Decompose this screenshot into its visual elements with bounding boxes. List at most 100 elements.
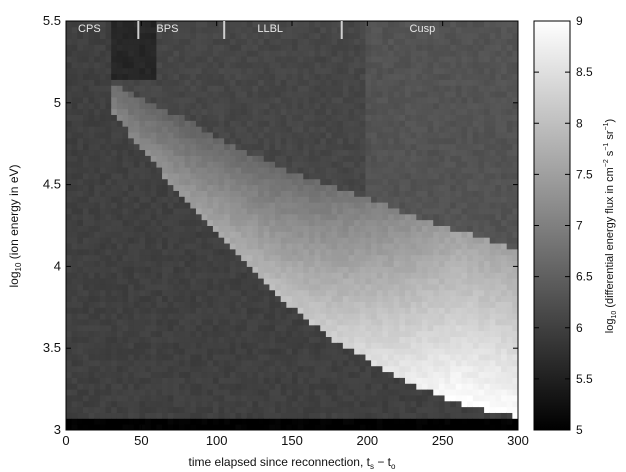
heatmap-cell (280, 336, 287, 343)
heatmap-cell (365, 418, 372, 425)
heatmap-cell (167, 400, 174, 408)
heatmap-cell (156, 219, 163, 226)
heatmap-cell (325, 137, 333, 145)
heatmap-cell (179, 190, 186, 197)
heatmap-cell (66, 289, 73, 297)
heatmap-cell (325, 114, 333, 121)
heatmap-cell (371, 354, 378, 361)
heatmap-cell (410, 318, 417, 326)
heatmap-cell (388, 278, 395, 285)
heatmap-cell (246, 412, 253, 419)
heatmap-cell (207, 412, 214, 419)
heatmap-cell (359, 102, 366, 110)
heatmap-cell (438, 266, 446, 273)
heatmap-cell (365, 336, 372, 343)
heatmap-cell (195, 32, 203, 40)
heatmap-cell (303, 190, 310, 197)
heatmap-cell (461, 196, 468, 203)
heatmap-cell (438, 178, 446, 186)
heatmap-cell (438, 44, 446, 51)
heatmap-cell (139, 96, 146, 104)
heatmap-cell (331, 167, 338, 174)
heatmap-cell (229, 114, 236, 121)
heatmap-cell (190, 424, 197, 430)
heatmap-cell (77, 406, 84, 413)
heatmap-cell (184, 354, 191, 361)
heatmap-cell (184, 307, 191, 314)
heatmap-cell (393, 67, 400, 75)
heatmap-cell (207, 283, 214, 291)
heatmap-cell (139, 167, 146, 174)
heatmap-cell (308, 389, 316, 396)
heatmap-cell (303, 61, 310, 69)
heatmap-cell (77, 213, 84, 221)
heatmap-cell (427, 412, 434, 419)
heatmap-cell (410, 149, 417, 156)
heatmap-cell (388, 172, 395, 180)
heatmap-cell (337, 272, 344, 279)
heatmap-cell (286, 172, 293, 180)
heatmap-cell (184, 26, 191, 34)
heatmap-cell (461, 167, 468, 174)
heatmap-cell (167, 172, 174, 180)
heatmap-cell (201, 318, 208, 326)
heatmap-cell (190, 283, 197, 291)
heatmap-cell (286, 307, 293, 314)
heatmap-cell (190, 359, 197, 367)
heatmap-cell (371, 371, 378, 378)
heatmap-cell (224, 202, 231, 209)
heatmap-cell (461, 213, 468, 221)
heatmap-cell (179, 132, 186, 139)
heatmap-cell (455, 330, 462, 338)
heatmap-cell (128, 307, 135, 314)
heatmap-cell (71, 412, 78, 419)
heatmap-cell (77, 184, 84, 191)
heatmap-cell (145, 44, 152, 51)
heatmap-cell (337, 126, 344, 133)
heatmap-cell (286, 278, 293, 285)
heatmap-cell (229, 26, 236, 34)
heatmap-cell (371, 412, 378, 419)
heatmap-cell (71, 32, 78, 40)
heatmap-cell (173, 394, 180, 402)
heatmap-cell (388, 149, 395, 156)
heatmap-cell (71, 307, 78, 314)
heatmap-cell (258, 161, 265, 168)
heatmap-cell (371, 137, 378, 145)
heatmap-cell (145, 243, 152, 250)
heatmap-cell (427, 79, 434, 86)
heatmap-cell (314, 272, 321, 279)
heatmap-cell (201, 56, 208, 63)
heatmap-cell (314, 418, 321, 425)
heatmap-cell (162, 32, 169, 40)
heatmap-cell (405, 26, 412, 34)
heatmap-cell (145, 359, 152, 367)
heatmap-cell (88, 32, 95, 40)
heatmap-cell (365, 377, 372, 384)
heatmap-cell (467, 412, 474, 419)
heatmap-cell (133, 394, 140, 402)
heatmap-cell (399, 184, 406, 191)
heatmap-cell (444, 254, 451, 262)
heatmap-cell (269, 354, 276, 361)
heatmap-cell (252, 295, 259, 302)
heatmap-cell (325, 248, 333, 256)
heatmap-cell (427, 383, 434, 390)
heatmap-cell (116, 377, 123, 384)
heatmap-cell (229, 318, 236, 326)
heatmap-cell (438, 307, 446, 314)
heatmap-cell (190, 389, 197, 396)
heatmap-cell (331, 354, 338, 361)
heatmap-cell (94, 289, 101, 297)
heatmap-cell (388, 330, 395, 338)
heatmap-cell (438, 424, 446, 430)
heatmap-cell (405, 190, 412, 197)
heatmap-cell (325, 418, 333, 425)
heatmap-cell (371, 167, 378, 174)
heatmap-cell (105, 336, 112, 343)
heatmap-cell (303, 301, 310, 308)
heatmap-cell (450, 272, 457, 279)
heatmap-cell (320, 289, 327, 297)
heatmap-cell (427, 102, 434, 110)
heatmap-cell (405, 178, 412, 186)
